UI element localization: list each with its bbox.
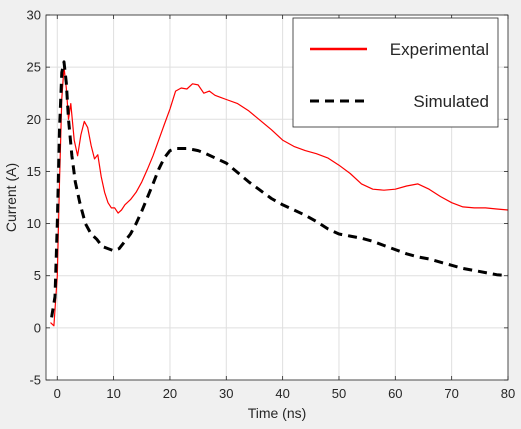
y-tick-label: 25: [27, 60, 41, 75]
x-tick-label: 40: [275, 386, 289, 401]
y-tick-label: 15: [27, 164, 41, 179]
y-axis-label: Current (A): [3, 163, 19, 232]
y-tick-label: 20: [27, 112, 41, 127]
y-tick-label: -5: [29, 373, 41, 388]
x-tick-label: 50: [332, 386, 346, 401]
legend: Experimental Simulated: [292, 17, 499, 128]
y-tick-label: 10: [27, 216, 41, 231]
y-tick-label: 5: [34, 268, 41, 283]
plot-border: [45, 14, 509, 381]
x-tick-label: 10: [106, 386, 120, 401]
series-layer: [50, 60, 509, 327]
legend-box: [292, 17, 499, 128]
x-axis-label: Time (ns): [248, 405, 307, 421]
x-tick-label: 0: [54, 386, 61, 401]
series-line-simulated: [50, 60, 509, 318]
legend-label-simulated: Simulated: [413, 92, 489, 111]
series-line-experimental: [50, 66, 509, 327]
tick-layer: 0 10 20 30 40 50 60 70 80 -5 0 5 10 15 20 25 30: [27, 8, 516, 402]
legend-label-experimental: Experimental: [390, 40, 489, 59]
x-tick-label: 60: [388, 386, 402, 401]
x-tick-label: 80: [501, 386, 515, 401]
y-tick-label: 0: [34, 320, 41, 335]
x-tick-label: 20: [163, 386, 177, 401]
x-tick-label: 30: [219, 386, 233, 401]
x-tick-label: 70: [444, 386, 458, 401]
y-tick-label: 30: [27, 8, 41, 23]
